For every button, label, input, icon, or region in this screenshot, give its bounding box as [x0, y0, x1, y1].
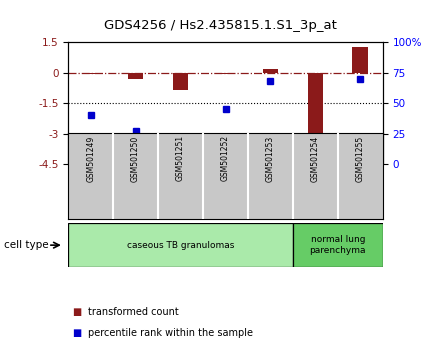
Bar — [83, 73, 99, 74]
Bar — [293, 223, 383, 267]
Bar — [68, 223, 293, 267]
Text: GSM501250: GSM501250 — [131, 135, 140, 182]
Bar — [308, 73, 323, 133]
Bar — [263, 69, 279, 73]
Text: GSM501249: GSM501249 — [86, 135, 95, 182]
Bar — [218, 73, 233, 74]
Text: cell type: cell type — [4, 240, 49, 250]
Text: GSM501254: GSM501254 — [311, 135, 320, 182]
Bar — [128, 73, 143, 79]
Bar — [172, 73, 188, 90]
Text: ■: ■ — [73, 307, 82, 316]
Text: GSM501251: GSM501251 — [176, 135, 185, 182]
Text: transformed count: transformed count — [88, 307, 179, 316]
Text: GSM501252: GSM501252 — [221, 135, 230, 182]
Text: caseous TB granulomas: caseous TB granulomas — [127, 241, 234, 250]
Bar — [352, 46, 368, 73]
Text: GSM501255: GSM501255 — [356, 135, 365, 182]
Text: normal lung
parenchyma: normal lung parenchyma — [310, 235, 366, 255]
Text: ■: ■ — [73, 328, 82, 338]
Text: GSM501253: GSM501253 — [266, 135, 275, 182]
Text: percentile rank within the sample: percentile rank within the sample — [88, 328, 253, 338]
Text: GDS4256 / Hs2.435815.1.S1_3p_at: GDS4256 / Hs2.435815.1.S1_3p_at — [103, 19, 337, 33]
